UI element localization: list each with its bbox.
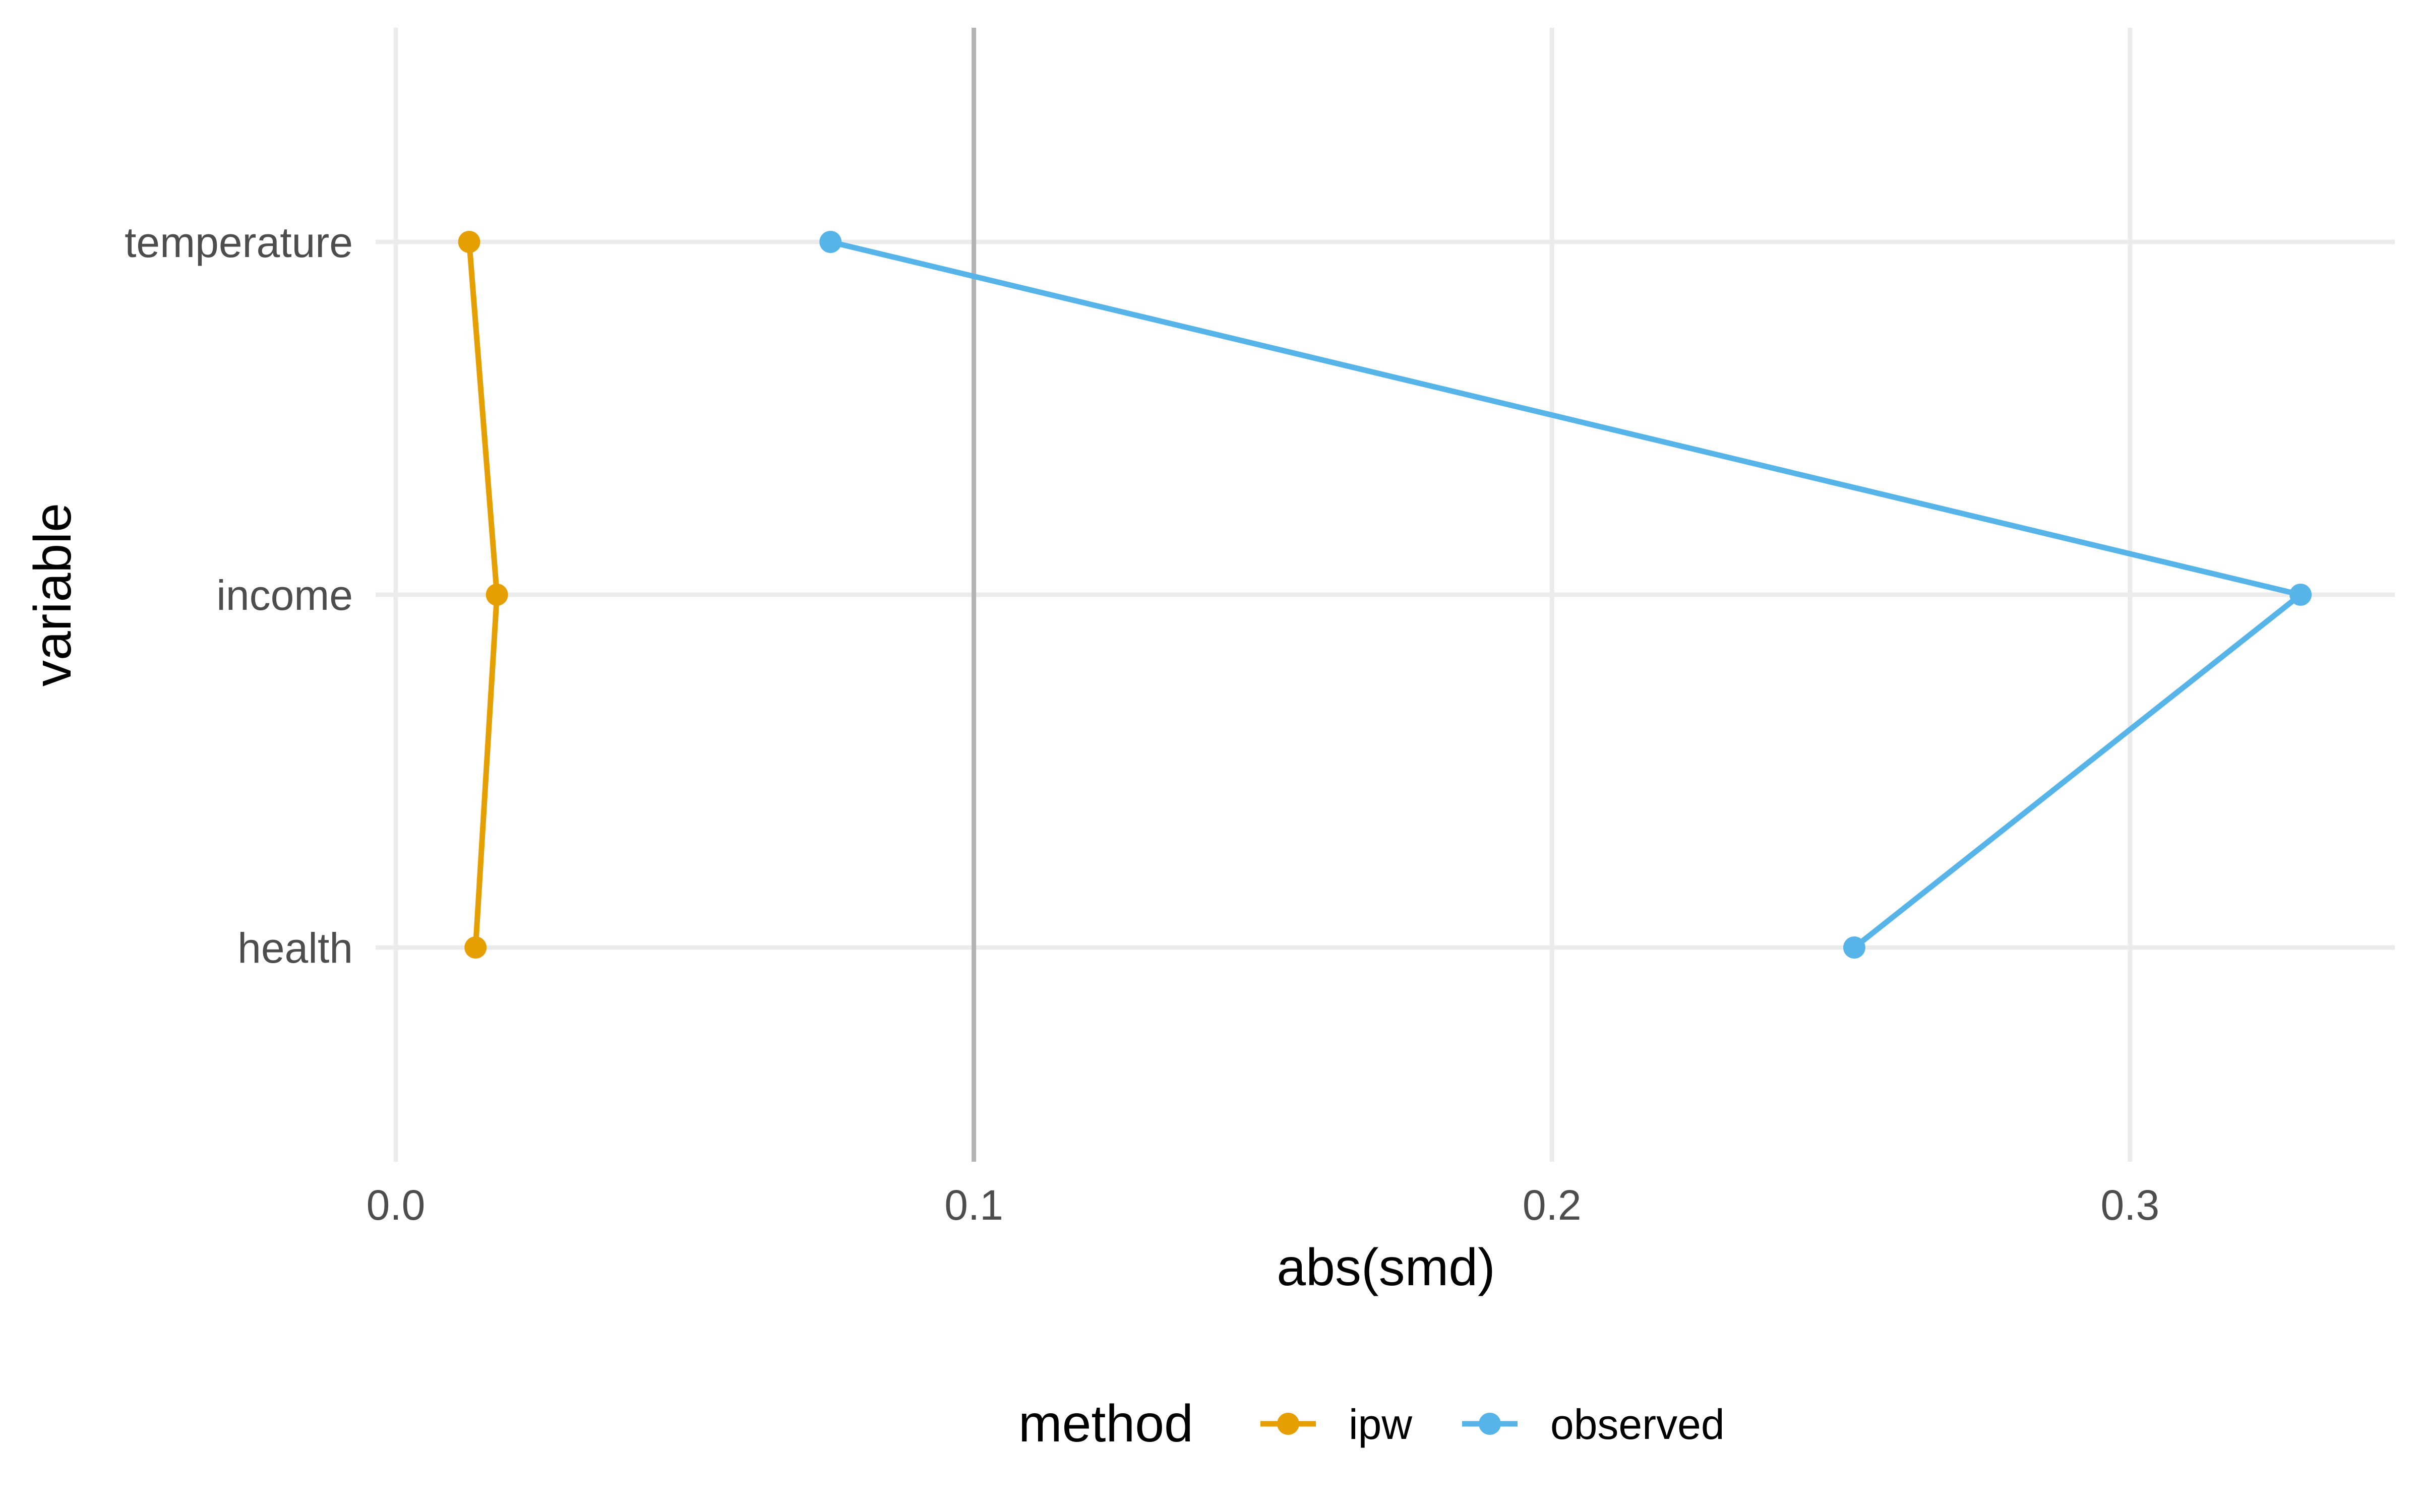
point-ipw-health bbox=[464, 936, 487, 959]
x-tick-labels: 0.0 0.1 0.2 0.3 bbox=[367, 1181, 2160, 1229]
point-observed-income bbox=[2289, 584, 2312, 606]
point-observed-temperature bbox=[819, 231, 842, 253]
y-tick-label: temperature bbox=[125, 219, 353, 266]
x-tick-label: 0.3 bbox=[2100, 1181, 2159, 1229]
legend-items: ipw observed bbox=[1260, 1401, 1725, 1448]
y-tick-labels: temperature income health bbox=[125, 219, 353, 972]
legend-title: method bbox=[1018, 1395, 1193, 1453]
legend-label: ipw bbox=[1349, 1401, 1412, 1448]
y-axis-title: variable bbox=[24, 503, 82, 686]
legend-item-observed: observed bbox=[1462, 1401, 1725, 1448]
x-tick-label: 0.2 bbox=[1523, 1181, 1582, 1229]
point-observed-health bbox=[1843, 936, 1865, 959]
x-axis-title: abs(smd) bbox=[1277, 1238, 1495, 1297]
x-tick-label: 0.1 bbox=[944, 1181, 1003, 1229]
y-tick-label: health bbox=[237, 924, 353, 972]
x-tick-label: 0.0 bbox=[367, 1181, 426, 1229]
point-ipw-income bbox=[486, 584, 508, 606]
point-ipw-temperature bbox=[458, 231, 480, 253]
legend-key-point bbox=[1277, 1413, 1299, 1435]
legend-item-ipw: ipw bbox=[1260, 1401, 1412, 1448]
legend-label: observed bbox=[1550, 1401, 1725, 1448]
y-tick-label: income bbox=[216, 572, 353, 619]
grid-layer bbox=[376, 28, 2395, 1162]
legend: method ipw observed bbox=[1018, 1395, 1725, 1453]
legend-key-point bbox=[1479, 1413, 1501, 1435]
series-layer bbox=[458, 231, 2312, 959]
